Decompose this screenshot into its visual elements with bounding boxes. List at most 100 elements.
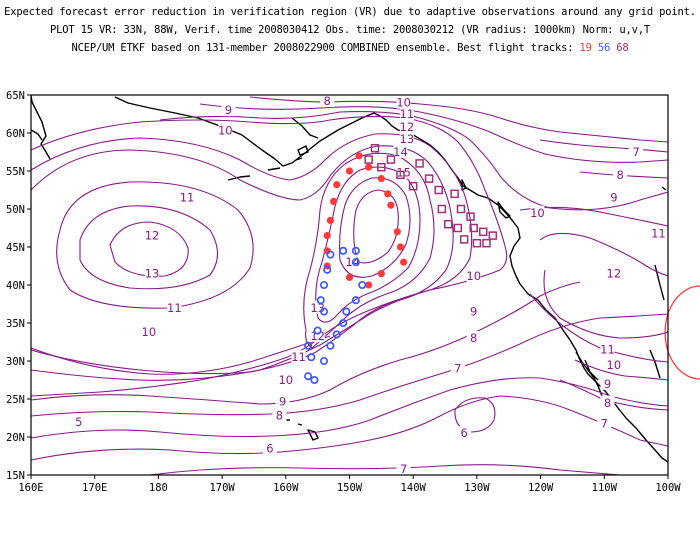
contour-label-bg <box>71 414 86 428</box>
lat-tick-label: 45N <box>6 242 25 254</box>
contour-label: 7 <box>601 416 608 430</box>
track-19-point <box>377 270 385 278</box>
track-68-point <box>459 235 469 244</box>
contour-label-bg <box>180 190 195 204</box>
contour-line <box>249 96 668 143</box>
header-line-2: PLOT 15 VR: 33N, 88W, Verif. time 200803… <box>50 24 650 36</box>
contour-label: 6 <box>266 441 273 455</box>
contour-label-bg <box>396 461 411 475</box>
contour-line <box>56 181 254 309</box>
contour-line <box>519 206 668 363</box>
track-68-point <box>408 181 418 191</box>
contour-layer <box>31 96 668 475</box>
contour-label-bg <box>396 95 411 109</box>
contour-label: 8 <box>470 331 477 345</box>
track-68-point <box>456 204 466 214</box>
track-56-point <box>326 250 335 259</box>
contour-line <box>199 103 668 163</box>
hudson-coast <box>661 186 667 191</box>
track-56-point <box>304 341 313 350</box>
contour-line <box>31 395 668 461</box>
lat-tick-label: 65N <box>6 90 25 102</box>
track-56-point <box>351 258 360 267</box>
contour-label-bg <box>291 350 306 364</box>
contour-label: 9 <box>604 377 611 391</box>
contour-line <box>31 115 508 397</box>
lat-tick-label: 35N <box>6 318 25 330</box>
track-19-point <box>329 197 338 205</box>
contour-label-bg <box>278 373 293 386</box>
contour-label-bg <box>141 325 156 339</box>
track-56-point <box>342 307 351 316</box>
lat-tick-label: 20N <box>6 432 25 444</box>
track-19-point <box>400 258 408 266</box>
contour-label: 13 <box>145 267 160 281</box>
header-line-1: Expected forecast error reduction in ver… <box>4 6 696 18</box>
lon-tick-label: 120W <box>528 482 554 494</box>
contour-label: 7 <box>454 362 461 376</box>
contour-label-bg <box>530 205 545 219</box>
track-56-point <box>351 246 360 255</box>
track-56-point <box>326 341 335 350</box>
lon-tick-label: 170E <box>82 482 107 494</box>
contour-label: 10 <box>466 269 481 283</box>
contour-label: 5 <box>75 415 82 429</box>
lat-tick-label: 25N <box>6 394 25 406</box>
contour-label-bg <box>262 441 277 455</box>
alaska-inner <box>291 117 319 139</box>
track-19-point <box>333 181 341 189</box>
lon-tick-label: 160E <box>18 482 43 494</box>
track-19-point <box>323 247 331 255</box>
track-56-point <box>313 326 322 335</box>
contour-label: 9 <box>610 191 617 205</box>
contour-line <box>149 464 621 475</box>
contour-label: 12 <box>607 267 622 281</box>
plot-header: Expected forecast error reduction in ver… <box>0 0 700 80</box>
track-56-point <box>351 296 360 305</box>
track-19-point <box>396 243 405 251</box>
coastline-layer <box>31 95 668 463</box>
contour-label: 10 <box>607 358 622 372</box>
header-line-3-text: NCEP/UM ETKF based on 131-member 2008022… <box>71 42 574 54</box>
contour-label: 10 <box>142 325 157 339</box>
track-68-point <box>437 204 447 214</box>
contour-label-bg <box>218 123 233 137</box>
track-68-point <box>370 143 380 153</box>
track-68-point <box>472 238 482 248</box>
contour-label-bg <box>450 361 465 375</box>
contour-label: 12 <box>400 120 415 134</box>
track-id-68: 68 <box>616 42 629 54</box>
contour-label: 10 <box>396 96 411 110</box>
track-id-19: 19 <box>579 42 592 54</box>
lat-tick-label: 15N <box>6 470 25 482</box>
track-19-point <box>384 190 392 198</box>
track-56-point <box>307 353 316 362</box>
track-68-point <box>396 170 405 180</box>
track-19-point <box>365 281 373 289</box>
contour-label-bg <box>167 300 182 314</box>
contour-label: 12 <box>145 229 160 243</box>
contour-label-bg <box>466 331 481 345</box>
flight-tracks <box>304 143 498 385</box>
track-56-point <box>316 296 325 305</box>
contour-label: 8 <box>276 409 283 423</box>
contour-label: 11 <box>600 343 615 357</box>
vancouver-island <box>497 201 511 219</box>
contour-line <box>353 189 399 264</box>
contour-label-bg <box>613 167 628 181</box>
aleutian-islands <box>227 157 303 181</box>
track-68-point <box>377 162 386 172</box>
contour-label: 10 <box>278 373 293 387</box>
contour-label: 11 <box>400 107 415 121</box>
lat-tick-label: 40N <box>6 280 25 292</box>
contour-line <box>79 205 219 290</box>
contour-label-bg <box>466 304 481 318</box>
track-56-point <box>319 280 329 290</box>
track-68-point <box>364 155 373 164</box>
contour-label-bg <box>600 395 615 409</box>
track-68-point <box>488 231 498 240</box>
contour-label-bg <box>275 394 290 408</box>
track-56-point <box>310 375 319 385</box>
contour-label-bg <box>651 226 666 240</box>
